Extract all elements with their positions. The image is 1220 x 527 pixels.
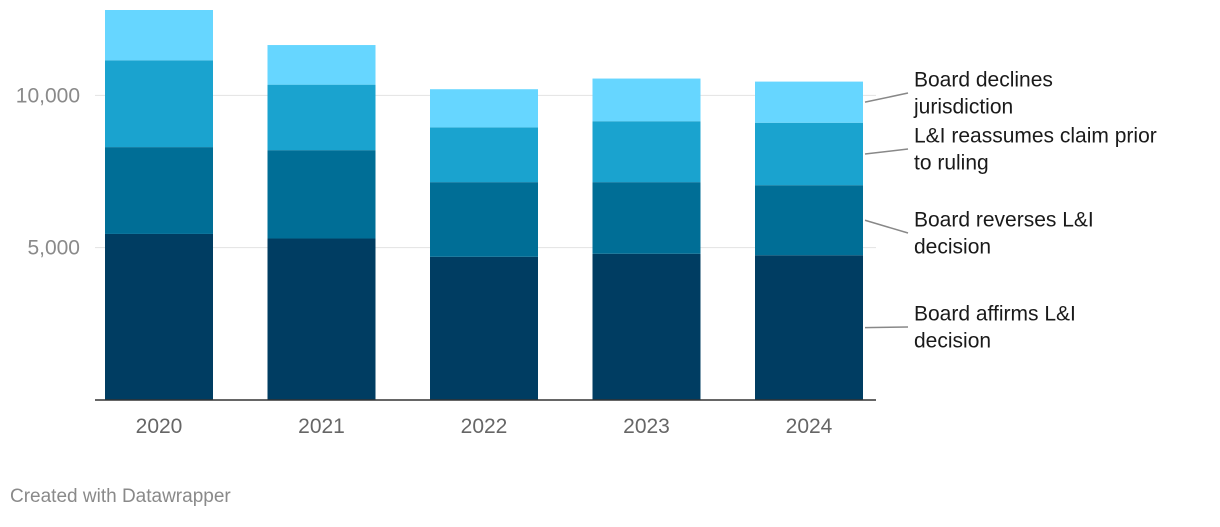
leader-line	[864, 92, 909, 103]
bar-segment-2024-series-3	[755, 81, 863, 123]
bar-segment-2022-series-1	[430, 182, 538, 257]
leader-line	[864, 148, 909, 155]
series-label: Board affirms L&I decision	[914, 303, 1076, 353]
x-tick-label: 2020	[136, 415, 183, 438]
bar-segment-2020-series-0	[105, 233, 213, 400]
bar-segment-2021-series-1	[267, 150, 376, 239]
bar-segment-2023-series-1	[592, 182, 701, 254]
bar-segment-2022-series-3	[430, 89, 538, 128]
x-tick-label: 2022	[461, 415, 508, 438]
leader-line	[864, 219, 909, 234]
bar-segment-2023-series-2	[592, 121, 701, 183]
y-tick-label: 5,000	[27, 237, 80, 260]
x-axis: 2020 2021 2022 2023 2024	[95, 399, 876, 438]
bar-segment-2020-series-2	[105, 60, 213, 148]
bar-segment-2022-series-2	[430, 127, 538, 183]
bar-segment-2023-series-0	[592, 253, 701, 400]
bar-segment-2020-series-3	[105, 10, 213, 61]
bar-segment-2024-series-2	[755, 122, 863, 186]
series-label: L&I reassumes claim prior to ruling	[914, 125, 1157, 175]
bar-segment-2021-series-3	[267, 45, 376, 85]
bar-segment-2021-series-2	[267, 84, 376, 151]
bar-segment-2023-series-3	[592, 78, 701, 122]
bar-segment-2024-series-1	[755, 185, 863, 256]
bar-segment-2020-series-1	[105, 147, 213, 234]
x-tick-label: 2024	[786, 415, 833, 438]
series-labels: Board affirms L&I decision Board reverses …	[864, 69, 1157, 353]
leader-line	[864, 326, 909, 329]
x-tick-label: 2023	[623, 415, 670, 438]
series-label: Board reverses L&I decision	[914, 209, 1094, 259]
bars	[105, 10, 863, 400]
bar-segment-2021-series-0	[267, 238, 376, 400]
footer-credit: Created with Datawrapper	[10, 486, 231, 507]
bar-segment-2024-series-0	[755, 255, 863, 400]
series-label: Board declines jurisdiction	[913, 69, 1053, 119]
bar-segment-2022-series-0	[430, 256, 538, 400]
y-tick-label: 10,000	[16, 84, 80, 107]
x-tick-label: 2021	[298, 415, 345, 438]
